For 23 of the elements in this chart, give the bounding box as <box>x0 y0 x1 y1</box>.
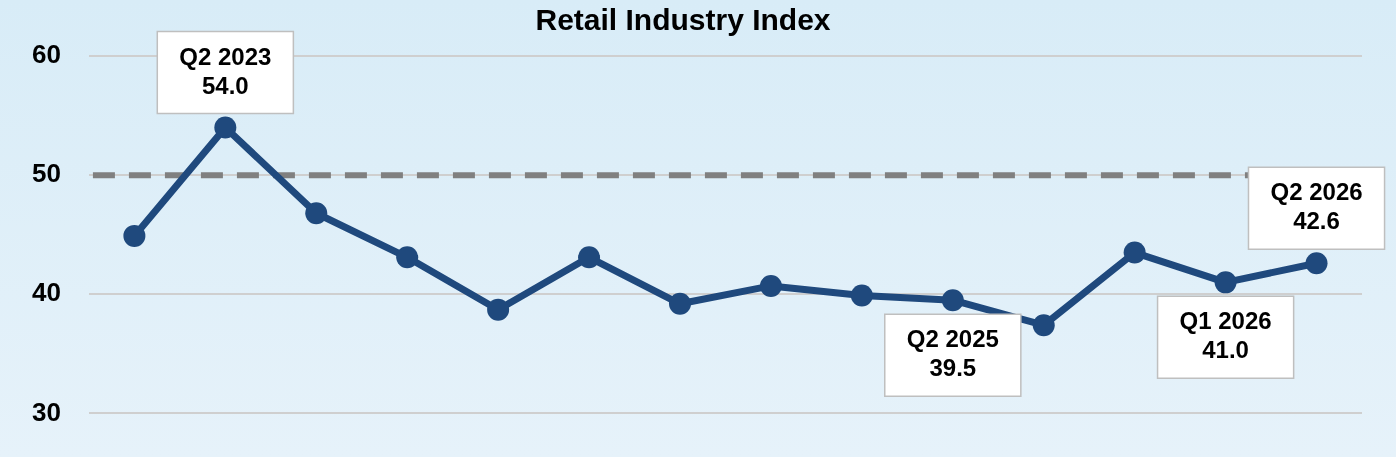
point <box>1123 241 1146 264</box>
y-tick-label: 30 <box>32 396 61 427</box>
point <box>487 298 510 321</box>
point <box>1214 271 1237 294</box>
chart-title: Retail Industry Index <box>535 3 831 37</box>
data-label: Q2 2025 39.5 <box>906 325 999 382</box>
point <box>1032 314 1055 337</box>
y-tick-label: 50 <box>32 158 61 189</box>
point <box>759 274 782 297</box>
point <box>214 116 237 139</box>
point <box>668 292 691 315</box>
data-label: Q2 2026 42.6 <box>1270 178 1363 235</box>
y-tick-label: 40 <box>32 277 61 308</box>
point <box>123 224 146 247</box>
y-tick-label: 60 <box>32 39 61 70</box>
point <box>396 246 419 269</box>
data-label: Q2 2023 54.0 <box>179 42 272 99</box>
point <box>578 246 601 269</box>
point <box>305 202 328 225</box>
point <box>850 284 873 307</box>
point <box>1305 252 1328 275</box>
point <box>941 289 964 312</box>
data-label: Q1 2026 41.0 <box>1179 307 1272 364</box>
